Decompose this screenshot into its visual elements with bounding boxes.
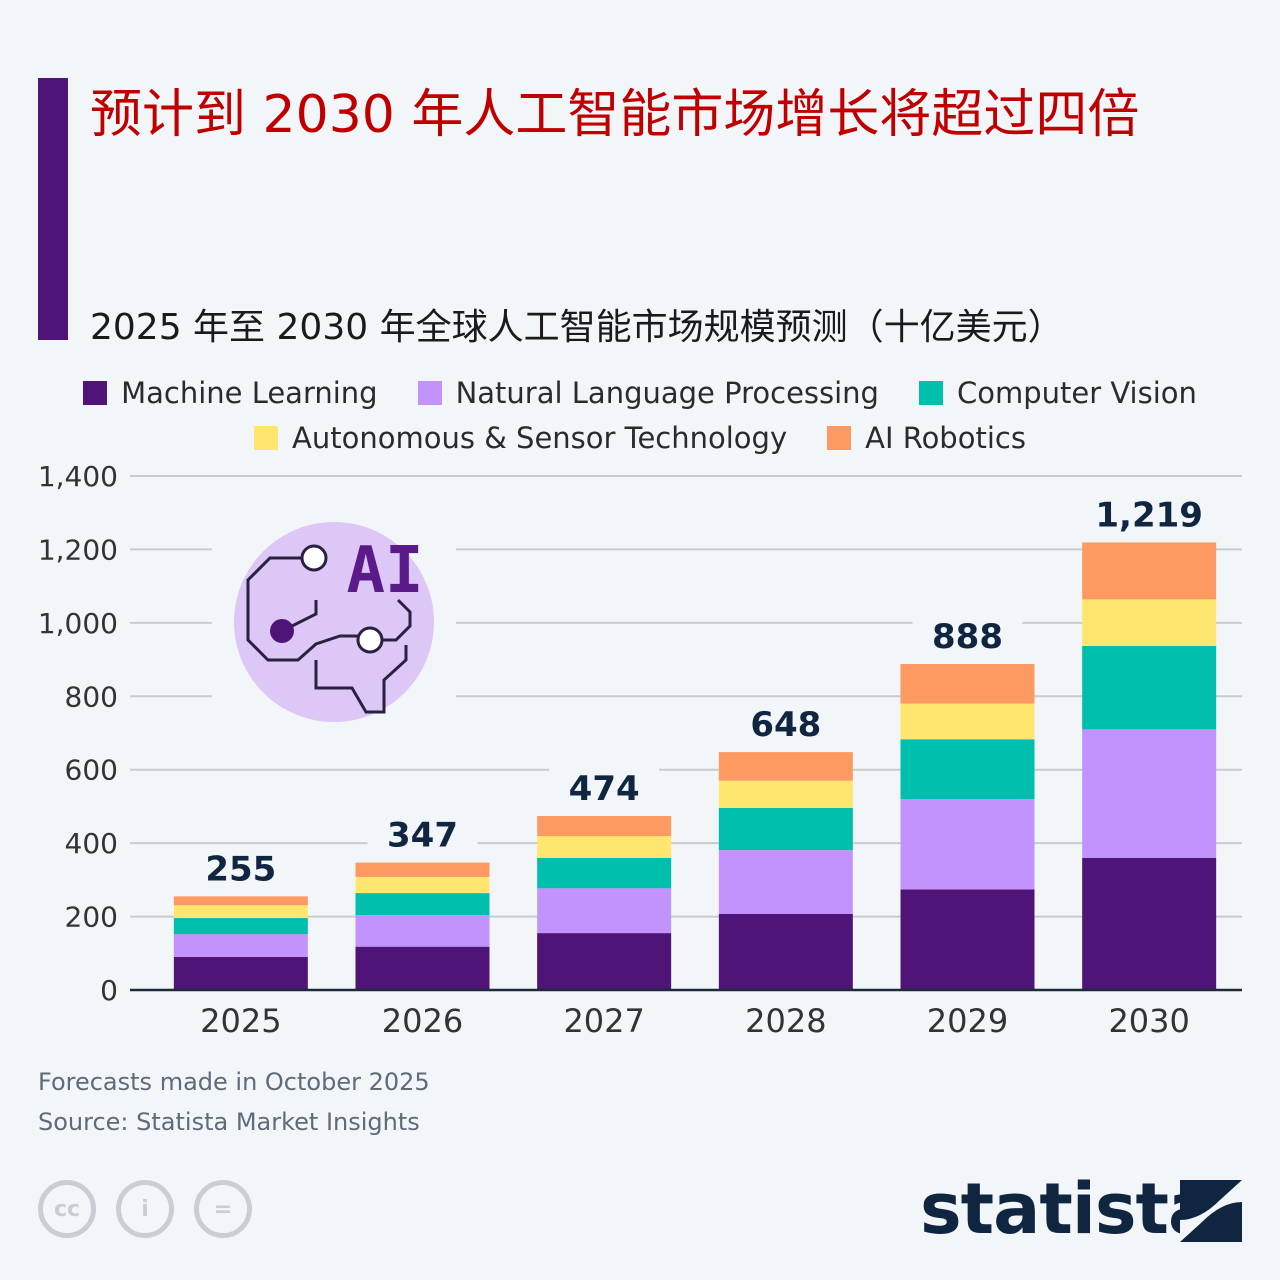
legend-item-autonomous: Autonomous & Sensor Technology (254, 421, 787, 455)
bar-segment-2026-1 (355, 915, 490, 947)
bar-segment-2026-4 (355, 862, 490, 877)
legend-swatch (417, 381, 442, 405)
y-tick-label: 200 (65, 901, 118, 934)
statista-logo-mark-icon (1180, 1180, 1242, 1242)
bar-segment-2025-4 (173, 896, 308, 906)
cc-by-icon[interactable]: i (116, 1180, 174, 1238)
bar-segment-2030-2 (1082, 645, 1217, 730)
chart-title: 预计到 2030 年人工智能市场增长将超过四倍 (90, 85, 1140, 145)
total-label-2027: 474 (569, 769, 640, 809)
bar-segment-2028-1 (718, 850, 853, 915)
cc-license-icon[interactable]: cc (38, 1180, 96, 1238)
footer-note: Forecasts made in October 2025 (38, 1068, 430, 1096)
bar-segment-2030-1 (1082, 729, 1217, 858)
y-tick-label: 1,000 (38, 607, 118, 640)
bar-segment-2030-4 (1082, 542, 1217, 600)
legend-label: AI Robotics (865, 421, 1026, 455)
y-tick-label: 0 (100, 974, 118, 1007)
legend-item-machine-learning: Machine Learning (83, 376, 378, 410)
total-label-2030: 1,219 (1095, 495, 1203, 535)
x-tick-label-2030: 2030 (1108, 1002, 1189, 1040)
bar-segment-2029-2 (900, 739, 1035, 800)
bar-segment-2025-0 (173, 956, 308, 990)
y-tick-label: 1,400 (38, 460, 118, 493)
bar-segment-2028-4 (718, 752, 853, 781)
x-tick-label-2026: 2026 (382, 1002, 463, 1040)
legend-item-robotics: AI Robotics (827, 421, 1026, 455)
legend-swatch (83, 381, 108, 405)
bar-segment-2029-3 (900, 703, 1035, 740)
total-label-2028: 648 (750, 705, 821, 745)
legend-label: Autonomous & Sensor Technology (292, 421, 788, 455)
total-label-2025: 255 (205, 849, 276, 889)
total-label-bg (367, 810, 478, 855)
total-label-bg (549, 763, 660, 808)
y-tick-label: 400 (65, 827, 118, 860)
y-tick-label: 600 (65, 754, 118, 787)
bar-segment-2025-3 (173, 905, 308, 919)
ai-icon-text: AI (346, 534, 423, 608)
legend-swatch (254, 426, 279, 450)
total-label-bg (730, 700, 841, 745)
bar-segment-2027-4 (537, 815, 672, 837)
total-label-2029: 888 (932, 617, 1003, 657)
total-label-bg (185, 844, 296, 889)
bar-segment-2028-0 (718, 914, 853, 990)
bar-segment-2029-4 (900, 663, 1035, 704)
chart-subtitle: 2025 年至 2030 年全球人工智能市场规模预测（十亿美元） (90, 307, 1064, 348)
x-tick-label-2025: 2025 (200, 1002, 281, 1040)
x-tick-label-2029: 2029 (927, 1002, 1008, 1040)
total-label-bg (1094, 490, 1205, 535)
statista-logo[interactable]: statista (920, 1168, 1215, 1250)
x-tick-label-2028: 2028 (745, 1002, 826, 1040)
legend-row-1: Machine Learning Natural Language Proces… (0, 376, 1280, 410)
bar-segment-2029-1 (900, 799, 1035, 890)
bar-segment-2030-0 (1082, 857, 1217, 990)
bar-segment-2027-3 (537, 836, 672, 858)
bar-segment-2025-2 (173, 918, 308, 935)
x-tick-label-2027: 2027 (563, 1002, 644, 1040)
bar-segment-2030-3 (1082, 599, 1217, 646)
bar-segment-2027-0 (537, 933, 672, 990)
bar-segment-2026-3 (355, 876, 490, 894)
legend-item-nlp: Natural Language Processing (417, 376, 879, 410)
total-label-2026: 347 (387, 816, 458, 856)
stacked-bar-chart: AI 0 200 400 600 800 1,000 1,200 1,400 255 2025 34… (38, 460, 1242, 1040)
legend-label: Machine Learning (121, 376, 378, 410)
legend-row-2: Autonomous & Sensor Technology AI Roboti… (0, 421, 1280, 455)
ai-brain-icon: AI (212, 520, 456, 725)
cc-nd-icon[interactable]: = (194, 1180, 252, 1238)
bar-segment-2028-2 (718, 807, 853, 851)
bar-segment-2027-1 (537, 888, 672, 934)
total-label-bg (912, 611, 1023, 656)
y-tick-label: 1,200 (38, 533, 118, 566)
bar-segment-2025-1 (173, 934, 308, 957)
bar-segment-2028-3 (718, 780, 853, 808)
y-tick-label: 800 (65, 680, 118, 713)
accent-bar (38, 78, 68, 340)
bar-segment-2027-2 (537, 857, 672, 889)
bar-segment-2026-0 (355, 946, 490, 990)
legend-swatch (918, 381, 943, 405)
legend-swatch (827, 426, 852, 450)
legend-label: Natural Language Processing (455, 376, 879, 410)
legend-label: Computer Vision (956, 376, 1197, 410)
bar-segment-2029-0 (900, 889, 1035, 990)
legend-item-computer-vision: Computer Vision (918, 376, 1197, 410)
bar-segment-2026-2 (355, 893, 490, 916)
footer-source: Source: Statista Market Insights (38, 1108, 420, 1136)
